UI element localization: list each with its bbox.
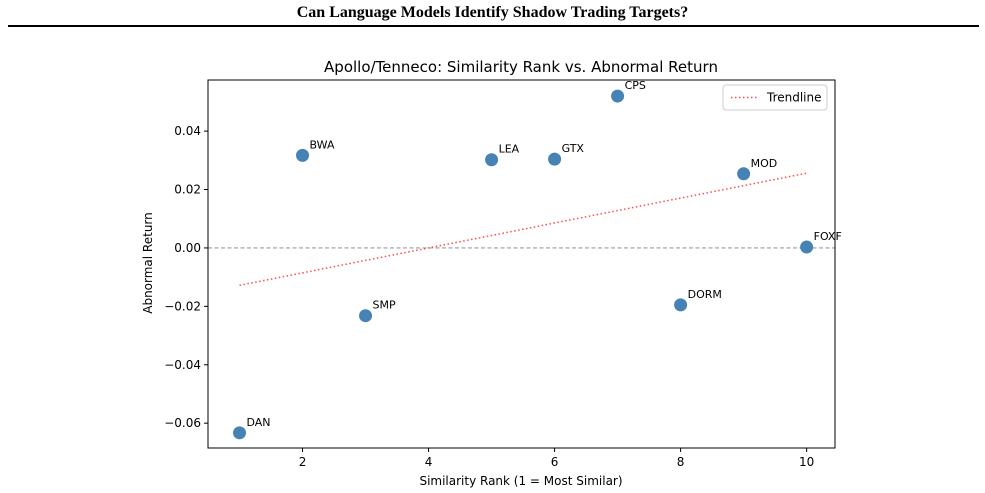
x-tick-label: 10 [799, 455, 814, 469]
point-label-gtx: GTX [562, 142, 585, 155]
plot-frame [207, 79, 836, 449]
point-label-mod: MOD [751, 157, 778, 170]
point-label-cps: CPS [625, 79, 646, 92]
data-point-dan [233, 426, 247, 440]
data-point-smp [359, 309, 373, 323]
running-header: Can Language Models Identify Shadow Trad… [296, 4, 689, 21]
point-label-dorm: DORM [688, 288, 722, 301]
x-tick-label: 8 [677, 455, 685, 469]
legend-label-trendline: Trendline [766, 91, 822, 105]
point-label-smp: SMP [373, 299, 396, 312]
x-tick-label: 2 [299, 455, 307, 469]
point-label-bwa: BWA [310, 138, 335, 151]
trendline [239, 172, 807, 287]
y-tick-label: 0.04 [174, 124, 201, 138]
y-tick-label: −0.04 [164, 358, 201, 372]
plot-area: DAN BWA SMP LEA GTX CPS DORM MOD FOXF 2 4 6 8 10 −0.06… [164, 79, 842, 469]
y-tick-label: −0.06 [164, 416, 201, 430]
legend-box [722, 84, 828, 111]
point-label-lea: LEA [499, 143, 520, 156]
data-point-mod [737, 167, 751, 181]
y-tick-label: −0.02 [164, 299, 201, 313]
point-label-foxf: FOXF [814, 230, 842, 243]
data-point-foxf [800, 240, 814, 254]
header-rule [8, 25, 979, 27]
x-tick-label: 4 [425, 455, 433, 469]
chart-title: Apollo/Tenneco: Similarity Rank vs. Abno… [324, 58, 718, 76]
y-tick-label: 0.00 [174, 241, 201, 255]
data-point-dorm [674, 298, 688, 312]
x-axis-label: Similarity Rank (1 = Most Similar) [419, 474, 622, 488]
data-point-bwa [296, 148, 310, 162]
data-point-lea [485, 153, 499, 167]
y-tick-label: 0.02 [174, 183, 201, 197]
data-point-cps [611, 89, 625, 103]
point-label-dan: DAN [247, 416, 271, 429]
data-point-gtx [548, 152, 562, 166]
y-axis-label: Abnormal Return [141, 212, 155, 314]
x-tick-label: 6 [551, 455, 559, 469]
